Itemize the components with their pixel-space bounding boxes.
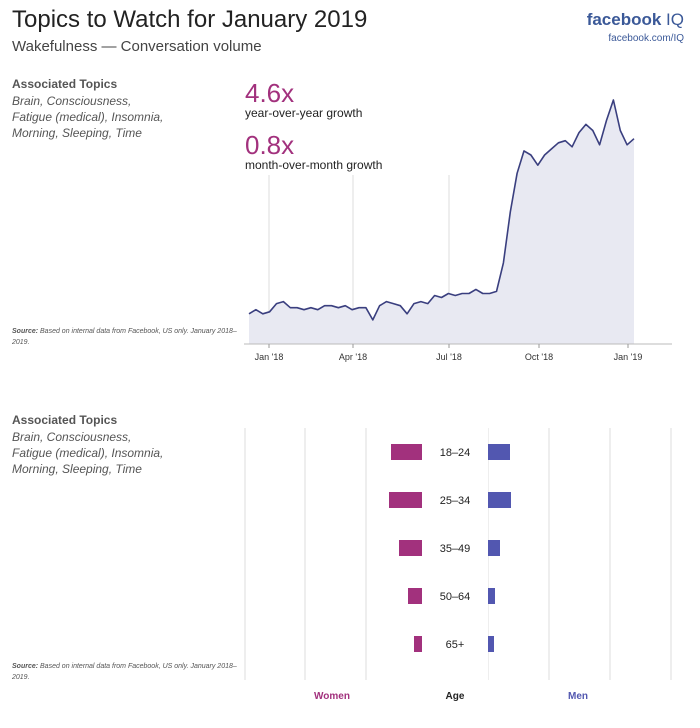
mom-growth-value: 0.8x [245, 130, 295, 160]
legend-age: Age [446, 691, 465, 702]
page-subtitle: Wakefulness — Conversation volume [12, 38, 262, 55]
x-tick-label: Jan '18 [255, 352, 284, 362]
women-bar [408, 588, 422, 604]
line-chart-series-line [248, 99, 635, 321]
x-tick-label: Apr '18 [339, 352, 367, 362]
men-bar [488, 588, 495, 604]
topics-list-2: Brain, Consciousness, Fatigue (medical),… [12, 430, 164, 476]
source-text-2: Based on internal data from Facebook, US… [12, 663, 237, 681]
women-bar [399, 540, 422, 556]
age-category-label: 18–24 [440, 447, 471, 459]
yoy-growth-label: year-over-year growth [245, 106, 363, 120]
x-tick-label: Oct '18 [525, 352, 553, 362]
women-bar [389, 492, 422, 508]
men-bar [488, 444, 510, 460]
age-label-band [422, 428, 488, 680]
x-tick-label: Jul '18 [436, 352, 462, 362]
topics-list-1: Brain, Consciousness, Fatigue (medical),… [12, 94, 164, 140]
age-category-label: 25–34 [440, 495, 471, 507]
age-category-label: 50–64 [440, 591, 471, 603]
source-note-1: Source: Based on internal data from Face… [12, 326, 242, 348]
page-title: Topics to Watch for January 2019 [12, 6, 368, 33]
brand-url[interactable]: facebook.com/IQ [608, 33, 684, 44]
age-category-label: 65+ [446, 639, 465, 651]
source-text-1: Based on internal data from Facebook, US… [12, 328, 237, 346]
x-tick-label: Jan '19 [614, 352, 643, 362]
brand-iq: IQ [661, 10, 684, 29]
source-label-2: Source: [12, 663, 39, 670]
topics-heading-1: Associated Topics [12, 77, 118, 91]
source-note-2: Source: Based on internal data from Face… [12, 661, 242, 683]
men-bar [488, 492, 511, 508]
brand-main: facebook [586, 10, 662, 29]
line-chart-area [249, 100, 634, 344]
mom-growth-label: month-over-month growth [245, 158, 383, 172]
women-bar [391, 444, 422, 460]
men-bar [488, 540, 500, 556]
yoy-growth-value: 4.6x [245, 78, 295, 108]
legend-women: Women [314, 691, 350, 702]
legend-men: Men [568, 691, 588, 702]
men-bar [488, 636, 494, 652]
women-bar [414, 636, 422, 652]
age-category-label: 35–49 [440, 543, 471, 555]
source-label-1: Source: [12, 328, 39, 335]
topics-heading-2: Associated Topics [12, 413, 118, 427]
facebook-iq-logo: facebook IQ [587, 10, 684, 30]
